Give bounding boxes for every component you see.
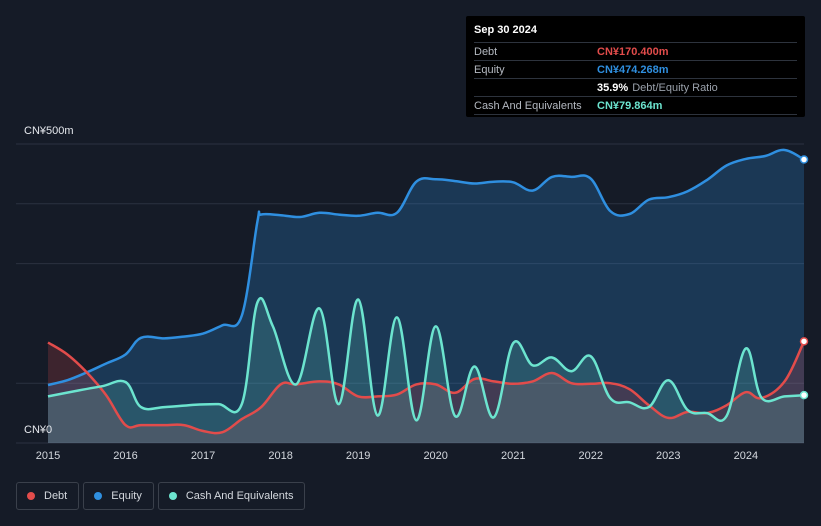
x-tick-label: 2024	[733, 450, 759, 462]
tooltip-label: Debt	[474, 45, 498, 58]
series-areas	[48, 149, 804, 443]
equity-line	[47, 148, 805, 387]
y-axis-top-label: CN¥500m	[24, 125, 74, 137]
legend-label: Debt	[44, 490, 68, 502]
cash-and-equivalents-area	[48, 298, 804, 443]
tooltip-value-equity: CN¥474.268m	[597, 63, 669, 76]
x-tick-label: 2023	[656, 450, 681, 462]
debt-area	[48, 341, 804, 443]
debt-endpoint	[799, 337, 809, 346]
x-tick-label: 2018	[268, 450, 293, 462]
legend-label: Cash And Equivalents	[185, 490, 294, 502]
x-tick-label: 2022	[578, 450, 603, 462]
tooltip-label: Equity	[474, 63, 505, 76]
tooltip-row-debt: Debt CN¥170.400m	[474, 42, 797, 60]
x-tick-label: 2020	[423, 450, 448, 462]
tooltip-row-ratio: 35.9% Debt/Equity Ratio	[474, 78, 797, 96]
x-tick-label: 2015	[35, 450, 61, 462]
legend-label: Equity	[111, 490, 142, 502]
tooltip-value-cash: CN¥79.864m	[597, 99, 663, 112]
equity-endpoint	[799, 155, 809, 164]
legend-item-equity[interactable]: Equity	[83, 482, 154, 510]
legend-item-debt[interactable]: Debt	[16, 482, 80, 510]
x-tick-label: 2016	[113, 450, 138, 462]
cash-and-equivalents-endpoint	[799, 390, 809, 400]
chart-legend: Debt Equity Cash And Equivalents	[16, 482, 309, 510]
tooltip-ratio-caption: Debt/Equity Ratio	[632, 81, 718, 94]
x-tick-label: 2019	[345, 450, 371, 462]
tooltip-panel: Sep 30 2024 Debt CN¥170.400m Equity CN¥4…	[466, 16, 805, 117]
x-tick-label: 2017	[190, 450, 216, 462]
legend-dot-icon	[94, 492, 103, 500]
tooltip-value-ratio: 35.9%	[597, 81, 629, 94]
series-lines	[47, 148, 806, 435]
x-tick-label: 2021	[500, 450, 526, 462]
equity-area	[48, 149, 804, 443]
series-endpoints	[799, 155, 809, 400]
cash-and-equivalents-line	[47, 296, 805, 422]
tooltip-value-debt: CN¥170.400m	[597, 45, 669, 58]
legend-item-cash[interactable]: Cash And Equivalents	[157, 482, 306, 510]
legend-dot-icon	[27, 492, 35, 500]
tooltip-date: Sep 30 2024	[474, 24, 537, 36]
y-axis-bottom-label: CN¥0	[24, 424, 53, 436]
tooltip-row-cash: Cash And Equivalents CN¥79.864m	[474, 96, 797, 115]
legend-dot-icon	[168, 492, 177, 500]
tooltip-row-equity: Equity CN¥474.268m	[474, 60, 797, 78]
tooltip-label: Cash And Equivalents	[474, 99, 582, 112]
